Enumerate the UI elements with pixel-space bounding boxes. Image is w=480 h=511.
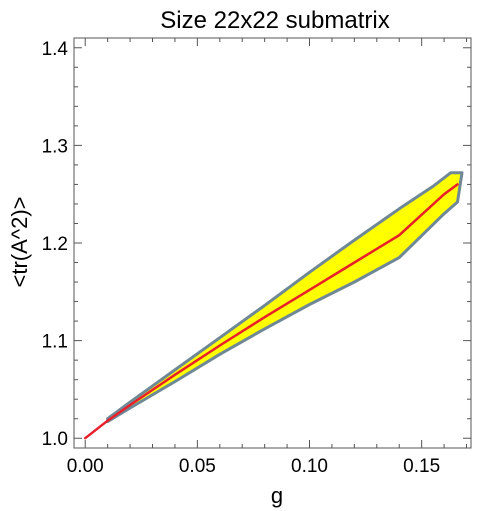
- x-tick-label: 0.10: [291, 456, 328, 477]
- mean-line: [83, 183, 459, 440]
- y-tick-label: 1.4: [42, 39, 69, 60]
- y-axis-label: <tr(A^2)>: [7, 196, 32, 287]
- x-tick-label: 0.15: [403, 456, 440, 477]
- x-axis: 0.00 0.05 0.10 0.15: [67, 38, 468, 477]
- x-tick-label: 0.05: [179, 456, 216, 477]
- y-tick-label: 1.2: [42, 234, 68, 255]
- y-tick-label: 1.3: [42, 136, 68, 157]
- y-axis: 1.0 1.1 1.2 1.3 1.4: [42, 39, 471, 450]
- x-tick-label: 0.00: [67, 456, 104, 477]
- uncertainty-band: [106, 171, 464, 424]
- plot-area: [73, 37, 472, 449]
- x-axis-label: g: [271, 483, 283, 508]
- y-tick-label: 1.0: [42, 429, 68, 450]
- y-tick-label: 1.1: [42, 332, 68, 353]
- chart-title: Size 22x22 submatrix: [160, 7, 389, 34]
